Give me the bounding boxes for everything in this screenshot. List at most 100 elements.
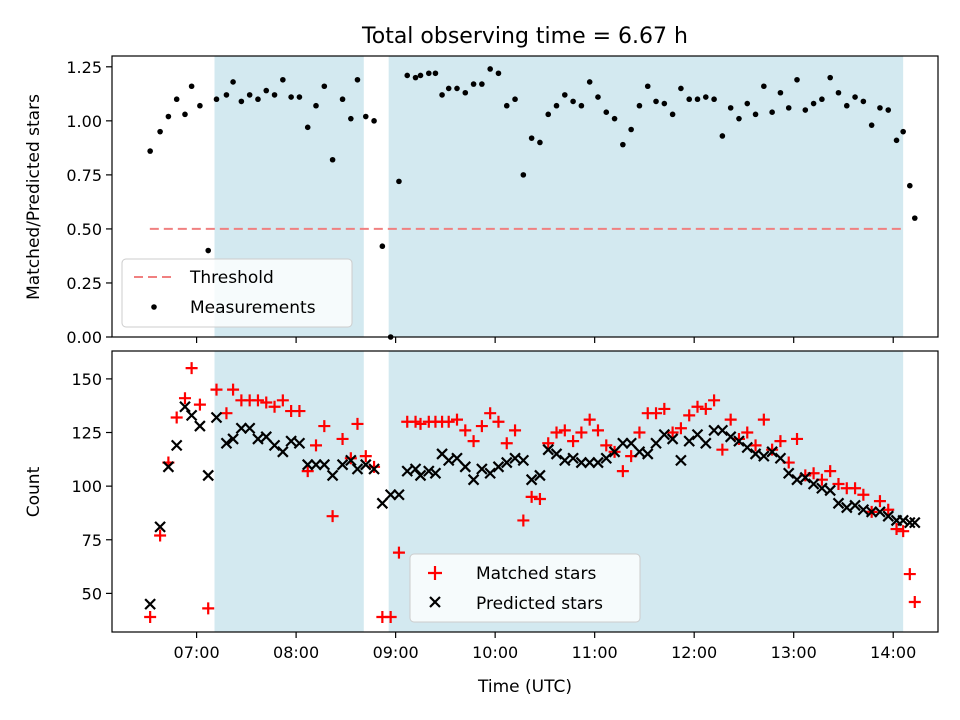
predicted-star-point bbox=[517, 454, 530, 467]
measurement-point bbox=[271, 92, 278, 98]
matched-star-point bbox=[890, 523, 903, 536]
measurement-point bbox=[661, 100, 668, 107]
matched-star-point bbox=[732, 432, 745, 445]
predicted-star-point bbox=[650, 437, 662, 450]
measurement-point bbox=[719, 133, 726, 139]
predicted-star-point bbox=[401, 465, 414, 477]
measurement-point bbox=[570, 98, 576, 105]
measurement-point bbox=[520, 172, 527, 178]
measurement-point bbox=[653, 98, 659, 105]
measurement-point bbox=[752, 111, 759, 118]
measurement-point bbox=[810, 100, 817, 107]
measurement-point bbox=[495, 70, 502, 77]
matched-star-point bbox=[903, 568, 916, 581]
measurement-point bbox=[479, 81, 485, 87]
y-tick-label: 0.75 bbox=[66, 166, 102, 185]
measurement-point bbox=[885, 107, 892, 113]
predicted-star-point bbox=[179, 400, 191, 413]
predicted-star-point bbox=[162, 461, 175, 473]
measurement-point bbox=[620, 141, 626, 148]
predicted-star-point bbox=[260, 431, 273, 443]
measurement-point bbox=[537, 139, 543, 146]
predicted-star-point bbox=[525, 473, 538, 486]
matched-star-point bbox=[227, 383, 240, 396]
bottom-legend-predicted-swatch bbox=[429, 596, 441, 608]
matched-star-point bbox=[525, 490, 538, 503]
matched-star-point bbox=[220, 407, 233, 420]
measurement-point bbox=[280, 76, 286, 83]
predicted-star-point bbox=[170, 439, 183, 452]
predicted-star-point bbox=[625, 437, 637, 450]
predicted-star-point bbox=[210, 411, 223, 424]
matched-star-point bbox=[301, 465, 314, 478]
predicted-star-point bbox=[816, 482, 828, 495]
measurement-point bbox=[487, 66, 493, 72]
y-tick-label: 100 bbox=[71, 477, 102, 496]
predicted-star-point bbox=[318, 458, 331, 471]
matched-star-point bbox=[293, 405, 306, 418]
measurement-point bbox=[197, 102, 203, 109]
y-tick-label: 125 bbox=[71, 424, 102, 443]
y-tick-label: 150 bbox=[71, 370, 102, 389]
predicted-star-point bbox=[484, 467, 496, 480]
measurement-point bbox=[470, 81, 477, 87]
predicted-star-point bbox=[832, 497, 845, 510]
matched-star-point bbox=[500, 437, 513, 450]
matched-star-point bbox=[591, 424, 604, 437]
measurement-point bbox=[686, 96, 693, 103]
matched-star-point bbox=[509, 424, 522, 437]
measurement-point bbox=[288, 94, 294, 100]
top-panel: 0.00 0.25 0.50 0.75 1.00 1.25 Threshold Measu… bbox=[66, 55, 939, 347]
matched-star-point bbox=[326, 510, 339, 523]
predicted-star-point bbox=[575, 456, 588, 469]
x-axis-label: Time (UTC) bbox=[477, 677, 572, 697]
observing-window bbox=[214, 351, 364, 632]
matched-star-point bbox=[368, 460, 381, 473]
bottom-panel-frame bbox=[111, 350, 939, 633]
measurement-point bbox=[304, 124, 311, 131]
measurement-point bbox=[339, 96, 346, 103]
y-tick-label: 0.25 bbox=[66, 274, 102, 293]
predicted-star-point bbox=[459, 461, 472, 473]
predicted-star-point bbox=[277, 446, 289, 458]
measurement-point bbox=[761, 83, 767, 90]
matched-star-point bbox=[583, 413, 596, 426]
matched-star-point bbox=[467, 435, 480, 448]
top-panel-y-axis-label: Matched/Predicted stars bbox=[24, 94, 44, 300]
measurement-point bbox=[736, 115, 742, 122]
matched-star-point bbox=[908, 595, 921, 608]
matched-star-point bbox=[318, 420, 331, 433]
predicted-star-point bbox=[758, 450, 770, 462]
predicted-star-point bbox=[451, 452, 463, 465]
top-legend-measurements-swatch bbox=[151, 304, 157, 310]
matched-star-point bbox=[575, 426, 588, 439]
measurement-point bbox=[595, 94, 601, 100]
measurement-point bbox=[348, 115, 354, 122]
predicted-star-point bbox=[509, 452, 521, 465]
measurement-point bbox=[852, 94, 858, 100]
matched-star-point bbox=[154, 529, 167, 542]
predicted-star-point bbox=[774, 452, 787, 465]
measurement-point bbox=[182, 111, 188, 118]
predicted-star-point bbox=[550, 448, 563, 460]
predicted-star-points bbox=[144, 400, 921, 610]
measurement-point bbox=[769, 109, 775, 115]
predicted-star-point bbox=[641, 448, 654, 460]
predicted-star-point bbox=[423, 465, 435, 477]
matched-star-point bbox=[392, 546, 405, 559]
measurement-point bbox=[785, 105, 792, 111]
matched-star-point bbox=[616, 465, 629, 478]
matched-star-point bbox=[484, 407, 497, 420]
measurement-point bbox=[354, 76, 361, 83]
matched-star-point bbox=[344, 452, 357, 465]
measurement-point bbox=[329, 156, 336, 163]
measurement-point bbox=[678, 85, 684, 92]
predicted-star-point bbox=[791, 473, 803, 486]
predicted-star-point bbox=[351, 463, 364, 475]
predicted-star-point bbox=[384, 488, 397, 501]
measurement-point bbox=[439, 92, 445, 98]
predicted-star-point bbox=[666, 433, 679, 445]
matched-star-points bbox=[144, 362, 921, 623]
measurement-point bbox=[911, 215, 918, 221]
matched-star-point bbox=[542, 437, 555, 450]
